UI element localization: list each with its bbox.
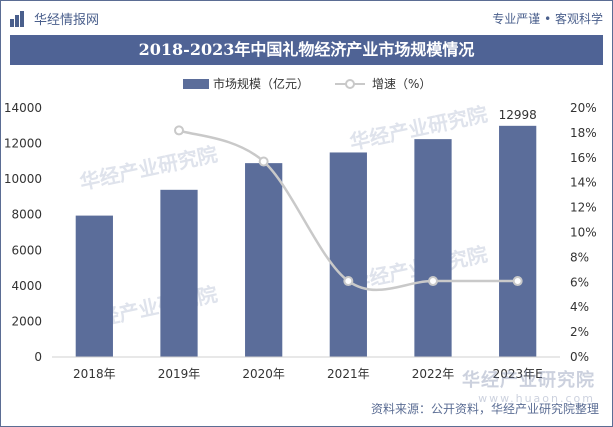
header-bar: 华经情报网 专业严谨 • 客观科学: [0, 0, 613, 34]
chart-title: 2018-2023年中国礼物经济产业市场规模情况: [10, 35, 603, 65]
growth-point-4: [428, 276, 438, 287]
y-right-tick-5: 10%: [570, 226, 597, 240]
y-left-tick-7: 14000: [4, 101, 42, 115]
tagline: 专业严谨 • 客观科学: [492, 12, 603, 26]
y-left-tick-5: 10000: [4, 172, 42, 186]
bar-4: [414, 139, 452, 357]
y-right-tick-2: 4%: [570, 300, 589, 314]
x-tick-3: 2021年: [327, 367, 370, 381]
bar-1: [160, 189, 198, 357]
x-tick-1: 2019年: [158, 367, 201, 381]
corner-watermark-url: www.huaon.com: [478, 392, 595, 405]
y-left-tick-4: 8000: [11, 208, 42, 222]
bar-2: [245, 163, 283, 357]
source-note: 资料来源：公开资料，华经产业研究院整理: [370, 402, 599, 416]
growth-point-5: [512, 276, 523, 287]
y-left-tick-6: 12000: [4, 137, 42, 151]
brand-logo-icon: [10, 10, 24, 27]
bar-0: [75, 215, 113, 357]
y-right-tick-7: 14%: [570, 176, 597, 190]
y-right-tick-0: 0%: [570, 350, 589, 364]
background-watermark-0: 华经产业研究院: [78, 142, 220, 195]
y-right-tick-3: 6%: [570, 275, 589, 289]
legend-bar-label: 市场规模（亿元）: [213, 76, 309, 91]
growth-point-3: [343, 276, 354, 287]
y-right-tick-10: 20%: [570, 101, 597, 115]
y-right-tick-6: 12%: [570, 201, 597, 215]
y-right-tick-4: 8%: [570, 250, 589, 264]
y-left-tick-2: 4000: [11, 279, 42, 293]
legend-bar-swatch: [183, 79, 209, 89]
data-label-5: 12998: [499, 108, 537, 122]
legend-line-marker: [345, 79, 355, 89]
brand-name: 华经情报网: [34, 13, 100, 28]
y-right-tick-9: 18%: [570, 126, 597, 140]
y-left-tick-0: 0: [34, 350, 42, 364]
x-tick-2: 2020年: [242, 367, 285, 381]
y-left-tick-1: 2000: [11, 314, 42, 328]
legend-line-label: 增速（%）: [372, 77, 431, 91]
x-tick-5: 2023年E: [493, 367, 543, 381]
growth-point-1: [174, 125, 184, 136]
y-right-tick-8: 16%: [570, 151, 597, 165]
y-right-tick-1: 2%: [570, 325, 589, 339]
bar-3: [329, 152, 367, 357]
bar-5: [499, 125, 537, 357]
x-tick-0: 2018年: [73, 367, 116, 381]
brand: 华经情报网: [10, 9, 99, 28]
y-left-tick-3: 6000: [11, 243, 42, 257]
combo-chart: 华经产业研究院华经产业研究院华经产业研究院华经产业研究院市场规模（亿元）增速（%…: [4, 76, 597, 381]
x-tick-4: 2022年: [412, 367, 455, 381]
growth-point-2: [258, 156, 269, 167]
corner-watermark: 华经产业研究院 www.huaon.com: [462, 366, 595, 405]
corner-watermark-name: 华经产业研究院: [462, 370, 595, 391]
